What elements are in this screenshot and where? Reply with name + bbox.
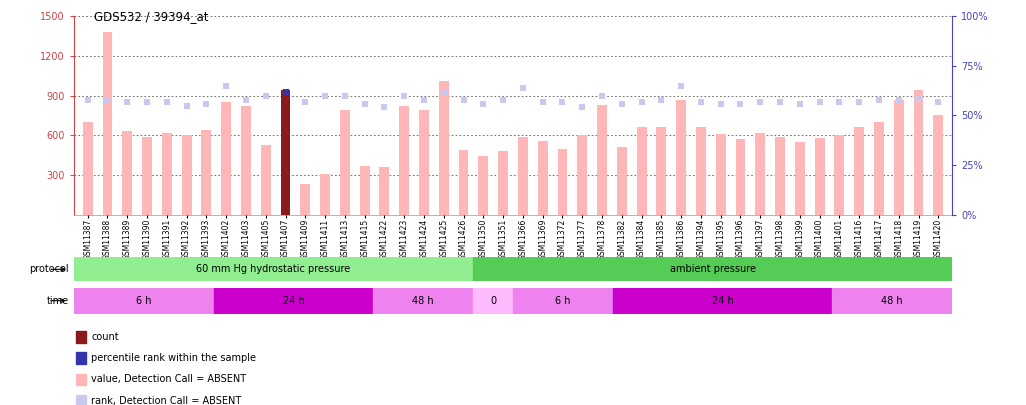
Text: protocol: protocol	[29, 264, 69, 274]
Bar	[76, 395, 86, 405]
Bar	[617, 147, 627, 215]
Text: 60 mm Hg hydrostatic pressure: 60 mm Hg hydrostatic pressure	[196, 264, 351, 274]
Bar	[499, 151, 508, 215]
Bar	[261, 145, 271, 215]
Bar	[439, 81, 448, 215]
Bar	[832, 288, 952, 314]
Text: ambient pressure: ambient pressure	[670, 264, 755, 274]
Bar	[103, 32, 113, 215]
Bar	[518, 136, 527, 215]
Bar	[473, 288, 513, 314]
Text: 48 h: 48 h	[881, 296, 903, 306]
Text: count: count	[91, 332, 119, 342]
Bar	[513, 288, 613, 314]
Bar	[241, 106, 251, 215]
Bar	[280, 90, 290, 215]
Bar	[716, 134, 725, 215]
Text: value, Detection Call = ABSENT: value, Detection Call = ABSENT	[91, 375, 246, 384]
Bar	[934, 115, 943, 215]
Text: 24 h: 24 h	[282, 296, 305, 306]
Bar	[795, 142, 804, 215]
Bar	[320, 174, 330, 215]
Bar	[143, 136, 152, 215]
Bar	[162, 132, 171, 215]
Bar	[74, 257, 473, 281]
Text: 6 h: 6 h	[136, 296, 152, 306]
Bar	[755, 132, 765, 215]
Bar	[636, 127, 646, 215]
Text: rank, Detection Call = ABSENT: rank, Detection Call = ABSENT	[91, 396, 242, 405]
Bar	[201, 130, 211, 215]
Bar	[340, 110, 350, 215]
Text: time: time	[46, 296, 69, 306]
Bar	[301, 184, 310, 215]
Text: 24 h: 24 h	[712, 296, 734, 306]
Bar	[736, 139, 746, 215]
Bar	[613, 288, 832, 314]
Bar	[874, 122, 883, 215]
Bar	[380, 167, 390, 215]
Bar	[76, 352, 86, 364]
Bar	[76, 331, 86, 343]
Bar	[894, 100, 904, 215]
Bar	[373, 288, 473, 314]
Bar	[855, 127, 864, 215]
Bar	[76, 373, 86, 386]
Bar	[74, 288, 213, 314]
Text: 0: 0	[490, 296, 497, 306]
Bar	[578, 135, 587, 215]
Bar	[122, 131, 132, 215]
Bar	[478, 156, 488, 215]
Bar	[399, 106, 409, 215]
Bar	[657, 127, 666, 215]
Bar	[213, 288, 373, 314]
Bar	[676, 100, 686, 215]
Bar	[557, 149, 567, 215]
Bar	[182, 135, 192, 215]
Text: 48 h: 48 h	[412, 296, 434, 306]
Bar	[419, 110, 429, 215]
Text: GDS532 / 39394_at: GDS532 / 39394_at	[94, 10, 209, 23]
Bar	[473, 257, 952, 281]
Bar	[775, 136, 785, 215]
Bar	[538, 141, 548, 215]
Bar	[459, 150, 469, 215]
Bar	[834, 135, 844, 215]
Text: 6 h: 6 h	[555, 296, 570, 306]
Bar	[696, 127, 706, 215]
Bar	[360, 166, 369, 215]
Bar	[913, 90, 923, 215]
Bar	[83, 122, 92, 215]
Text: percentile rank within the sample: percentile rank within the sample	[91, 353, 256, 363]
Bar	[815, 138, 825, 215]
Bar	[597, 105, 607, 215]
Bar	[222, 102, 231, 215]
